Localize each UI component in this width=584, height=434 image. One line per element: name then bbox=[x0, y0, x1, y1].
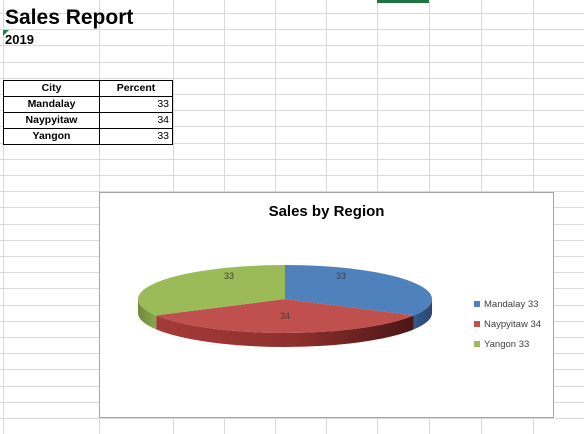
legend-swatch bbox=[474, 321, 480, 327]
chart-legend: Mandalay 33 Naypyitaw 34 Yangon 33 bbox=[474, 295, 541, 355]
data-label-yangon: 33 bbox=[224, 271, 234, 281]
cell-percent[interactable]: 33 bbox=[99, 128, 173, 145]
data-label-mandalay: 33 bbox=[336, 271, 346, 281]
chart-title[interactable]: Sales by Region bbox=[268, 203, 385, 220]
legend-item-mandalay[interactable]: Mandalay 33 bbox=[474, 295, 541, 313]
pie-slice-naypyitaw[interactable] bbox=[156, 299, 414, 333]
cell-percent[interactable]: 34 bbox=[99, 112, 173, 129]
table-row: Mandalay 33 bbox=[3, 96, 173, 113]
cell-city[interactable]: Mandalay bbox=[3, 96, 100, 113]
legend-label: Mandalay 33 bbox=[484, 298, 539, 310]
cell-percent[interactable]: 33 bbox=[99, 96, 173, 113]
column-header-percent[interactable]: Percent bbox=[99, 80, 173, 97]
report-year[interactable]: 2019 bbox=[5, 32, 34, 47]
pie-plot-area[interactable]: 33 34 33 bbox=[100, 193, 553, 417]
data-label-naypyitaw: 34 bbox=[280, 311, 290, 321]
table-row: Yangon 33 bbox=[3, 128, 173, 145]
sales-table: City Percent Mandalay 33 Naypyitaw 34 Ya… bbox=[3, 80, 173, 145]
cell-city[interactable]: Yangon bbox=[3, 128, 100, 145]
pie-slice-mandalay[interactable] bbox=[285, 265, 432, 316]
legend-item-naypyitaw[interactable]: Naypyitaw 34 bbox=[474, 315, 541, 333]
pie-chart[interactable]: Sales by Region 33 34 33 Mandalay 33 N bbox=[99, 192, 554, 418]
legend-label: Naypyitaw 34 bbox=[484, 318, 542, 330]
error-indicator-icon bbox=[3, 30, 9, 36]
table-header-row: City Percent bbox=[3, 80, 173, 97]
pie-side-mandalay bbox=[413, 299, 432, 330]
legend-swatch bbox=[474, 301, 480, 307]
report-title[interactable]: Sales Report bbox=[5, 6, 134, 29]
cell-city[interactable]: Naypyitaw bbox=[3, 112, 100, 129]
legend-item-yangon[interactable]: Yangon 33 bbox=[474, 335, 541, 353]
column-header-city[interactable]: City bbox=[3, 80, 100, 97]
pie-side-yangon bbox=[138, 299, 157, 330]
pie-side-naypyitaw bbox=[156, 315, 414, 347]
pie-slice-yangon[interactable] bbox=[138, 265, 285, 316]
table-row: Naypyitaw 34 bbox=[3, 112, 173, 129]
legend-label: Yangon 33 bbox=[484, 338, 530, 350]
legend-swatch bbox=[474, 341, 480, 347]
active-cell-indicator bbox=[377, 0, 429, 3]
